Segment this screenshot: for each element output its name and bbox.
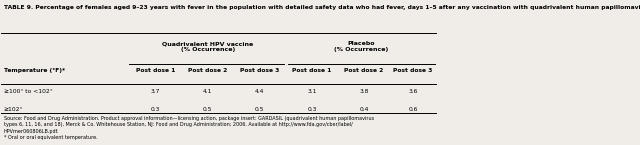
Text: 4.4: 4.4 [255,89,264,94]
Text: Post dose 1: Post dose 1 [136,68,175,73]
Text: 0.3: 0.3 [151,107,160,112]
Text: Post dose 3: Post dose 3 [240,68,280,73]
Text: 3.8: 3.8 [359,89,369,94]
Text: 3.6: 3.6 [408,89,417,94]
Text: 4.1: 4.1 [203,89,212,94]
Text: Post dose 3: Post dose 3 [393,68,433,73]
Text: Placebo
(% Occurrence): Placebo (% Occurrence) [333,41,388,52]
Text: ≥100° to <102°: ≥100° to <102° [4,89,52,94]
Text: 0.5: 0.5 [255,107,264,112]
Text: 3.7: 3.7 [151,89,160,94]
Text: Post dose 1: Post dose 1 [292,68,332,73]
Text: ≥102°: ≥102° [4,107,23,112]
Text: Temperature (°F)*: Temperature (°F)* [4,68,65,73]
Text: Quadrivalent HPV vaccine
(% Occurrence): Quadrivalent HPV vaccine (% Occurrence) [162,41,253,52]
Text: TABLE 9. Percentage of females aged 9–23 years with fever in the population with: TABLE 9. Percentage of females aged 9–23… [4,5,640,10]
Text: Post dose 2: Post dose 2 [344,68,383,73]
Text: 0.6: 0.6 [408,107,417,112]
Text: Post dose 2: Post dose 2 [188,68,227,73]
Text: 0.3: 0.3 [307,107,317,112]
Text: 0.5: 0.5 [203,107,212,112]
Text: 0.4: 0.4 [359,107,369,112]
Text: 3.1: 3.1 [307,89,317,94]
Text: Source: Food and Drug Administration. Product approval information—licensing act: Source: Food and Drug Administration. Pr… [4,116,374,140]
